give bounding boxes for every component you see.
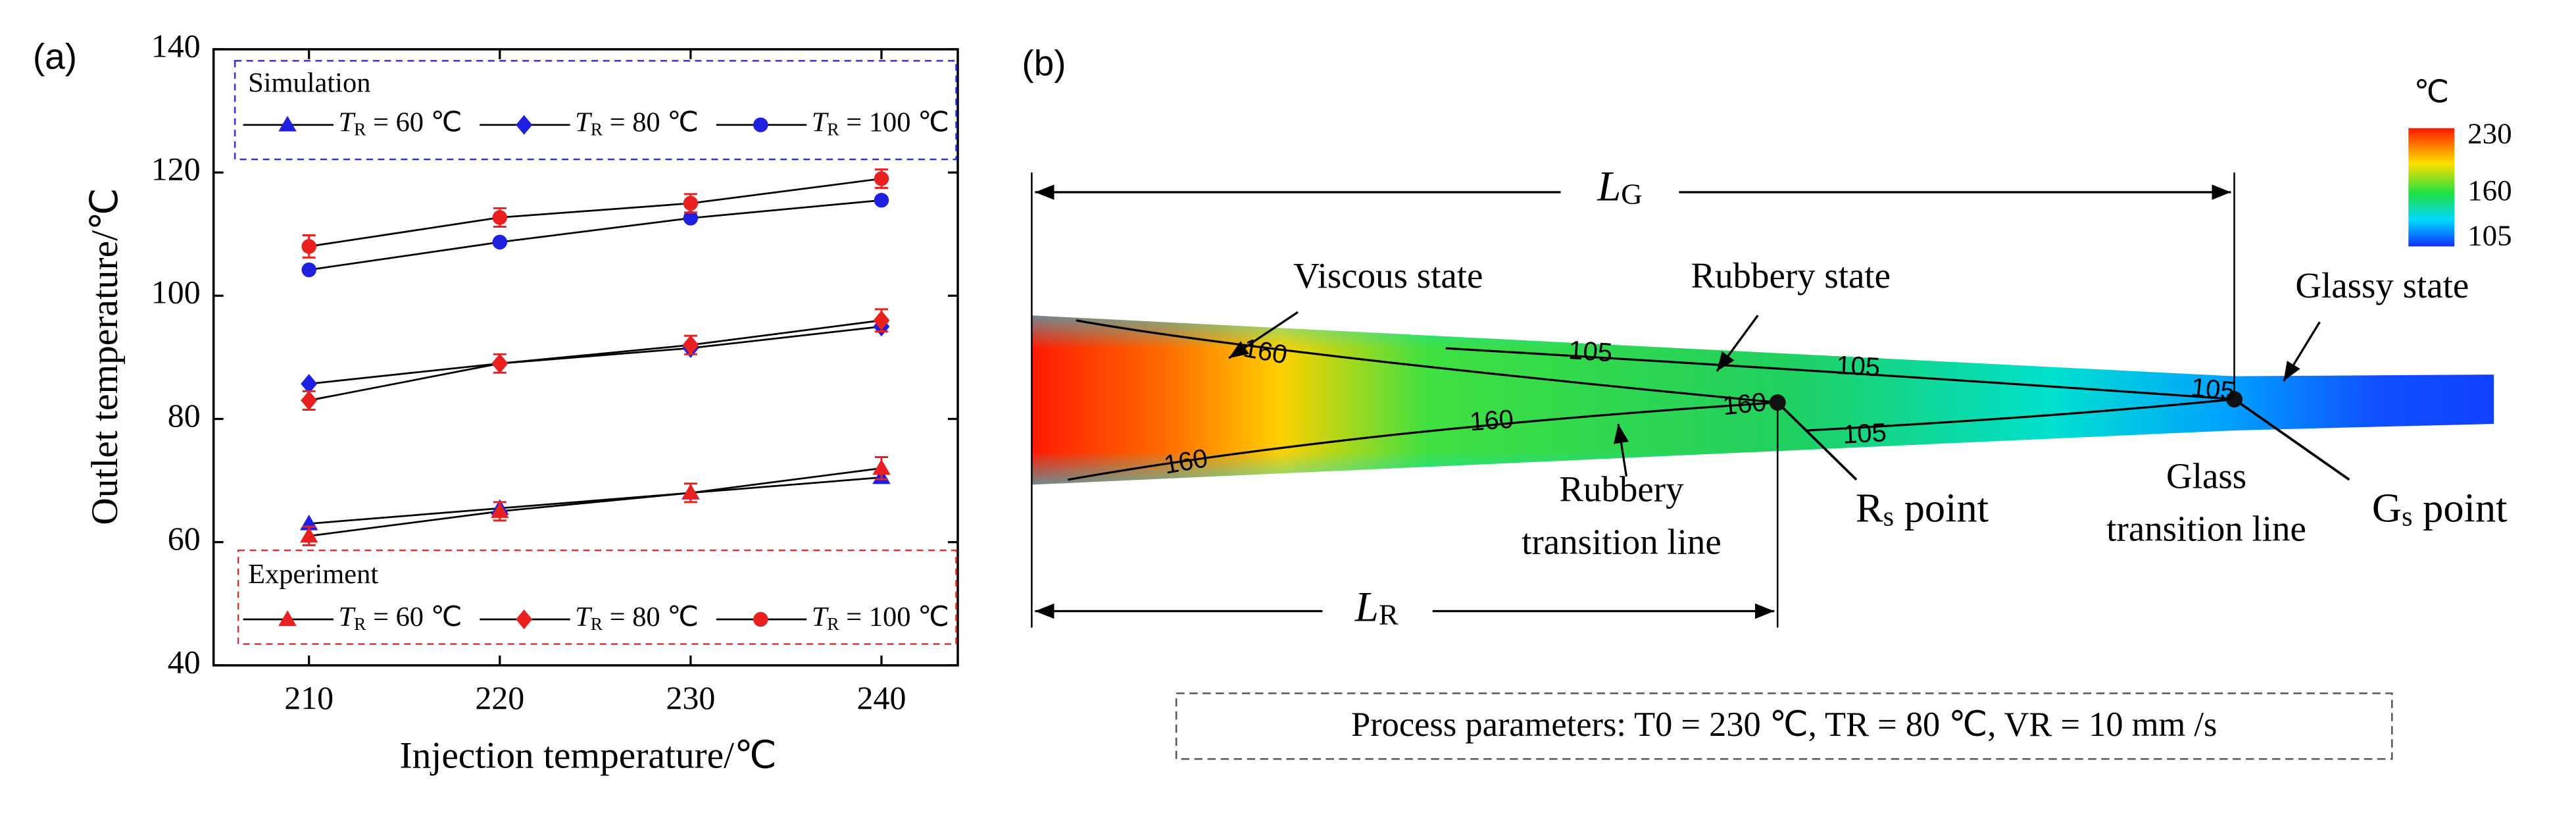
marker <box>682 335 699 355</box>
y-tick-label: 60 <box>168 521 201 557</box>
x-tick-label: 210 <box>284 680 334 716</box>
transition-label: Rubbery <box>1559 469 1684 509</box>
series-line <box>309 178 882 247</box>
pointer <box>2233 398 2350 481</box>
legend-box <box>234 60 957 161</box>
transition-label: Glass <box>2166 455 2246 496</box>
pointer <box>1776 401 1858 481</box>
series-line <box>309 477 882 525</box>
marker <box>301 239 316 254</box>
panel-label: (b) <box>1022 42 1066 83</box>
colorbar-tick-label: 160 <box>2467 174 2512 207</box>
panel-label: (a) <box>33 36 77 76</box>
series-line <box>309 199 882 271</box>
marker <box>491 353 508 374</box>
length-label: LG <box>1597 163 1643 210</box>
pointer <box>1228 311 1299 359</box>
marker <box>683 211 699 226</box>
contour-label: 160 <box>1721 388 1768 421</box>
glass-line-lower <box>1807 398 2235 432</box>
y-tick-label: 80 <box>168 398 201 434</box>
legend-marker <box>753 611 768 627</box>
contour-label: 105 <box>1835 351 1881 382</box>
plot-frame <box>212 48 959 667</box>
point-label: Gs point <box>2372 486 2508 532</box>
marker <box>681 484 700 500</box>
marker <box>491 502 509 518</box>
marker <box>301 262 316 278</box>
colorbar-unit: ℃ <box>2414 76 2449 110</box>
marker <box>874 171 889 186</box>
y-tick-label: 100 <box>151 274 201 311</box>
x-axis-label: Injection temperature/℃ <box>400 735 777 776</box>
series-line <box>309 467 882 537</box>
marker <box>301 374 318 394</box>
rubbery-line-lower <box>1068 401 1778 481</box>
state-label: Glassy state <box>2295 265 2469 305</box>
marker <box>874 192 889 208</box>
length-label: LR <box>1354 583 1399 631</box>
process-parameters: Process parameters: T0 = 230 ℃, TR = 80 … <box>1351 706 2217 744</box>
y-tick-label: 120 <box>151 151 201 188</box>
marker <box>301 390 318 411</box>
contour-label: 105 <box>1842 418 1887 449</box>
legend-label: TR = 100 ℃ <box>812 602 949 634</box>
legend-label: TR = 60 ℃ <box>338 602 462 634</box>
series-line <box>309 325 882 385</box>
marker <box>872 459 891 475</box>
state-label: Rubbery state <box>1691 255 1891 296</box>
x-tick-label: 220 <box>475 680 524 716</box>
marker <box>873 310 890 330</box>
x-tick-label: 240 <box>857 680 906 716</box>
marker <box>492 210 508 225</box>
x-tick-label: 230 <box>666 680 715 716</box>
transition-label: transition line <box>2106 508 2306 548</box>
colorbar <box>2408 128 2455 247</box>
legend-marker <box>278 610 297 626</box>
pointer <box>1716 315 1759 373</box>
legend-title: Simulation <box>248 68 370 99</box>
contour-label: 105 <box>2190 373 2237 406</box>
y-tick-label: 140 <box>151 28 201 64</box>
marker <box>299 527 318 543</box>
legend-label: TR = 60 ℃ <box>338 107 462 140</box>
point-label: Rs point <box>1856 486 1989 532</box>
legend-marker <box>516 115 533 135</box>
contour-label: 105 <box>1568 336 1614 368</box>
legend-marker <box>278 115 297 132</box>
marker <box>492 234 508 250</box>
marker <box>683 195 699 211</box>
contour-label: 160 <box>1469 405 1515 437</box>
rs-point <box>1769 394 1786 411</box>
legend-marker <box>753 117 768 132</box>
legend-label: TR = 80 ℃ <box>575 602 699 634</box>
state-label: Viscous state <box>1293 255 1483 296</box>
series-line <box>309 319 882 401</box>
legend-label: TR = 100 ℃ <box>812 107 949 140</box>
pointer <box>1613 423 1629 477</box>
legend-title: Experiment <box>248 559 378 590</box>
gs-point <box>2226 391 2243 408</box>
transition-label: transition line <box>1522 521 1721 561</box>
glass-line-upper <box>1445 347 2235 401</box>
legend-label: TR = 80 ℃ <box>575 107 699 140</box>
rubbery-line-upper <box>1076 319 1778 404</box>
legend-marker <box>516 609 533 629</box>
legend-box <box>237 549 957 645</box>
pointer <box>2283 321 2321 382</box>
colorbar-tick-label: 230 <box>2467 116 2512 149</box>
y-axis-label: Outlet temperature/℃ <box>84 188 126 525</box>
colorbar-tick-label: 105 <box>2467 219 2512 251</box>
y-tick-label: 40 <box>168 644 201 680</box>
